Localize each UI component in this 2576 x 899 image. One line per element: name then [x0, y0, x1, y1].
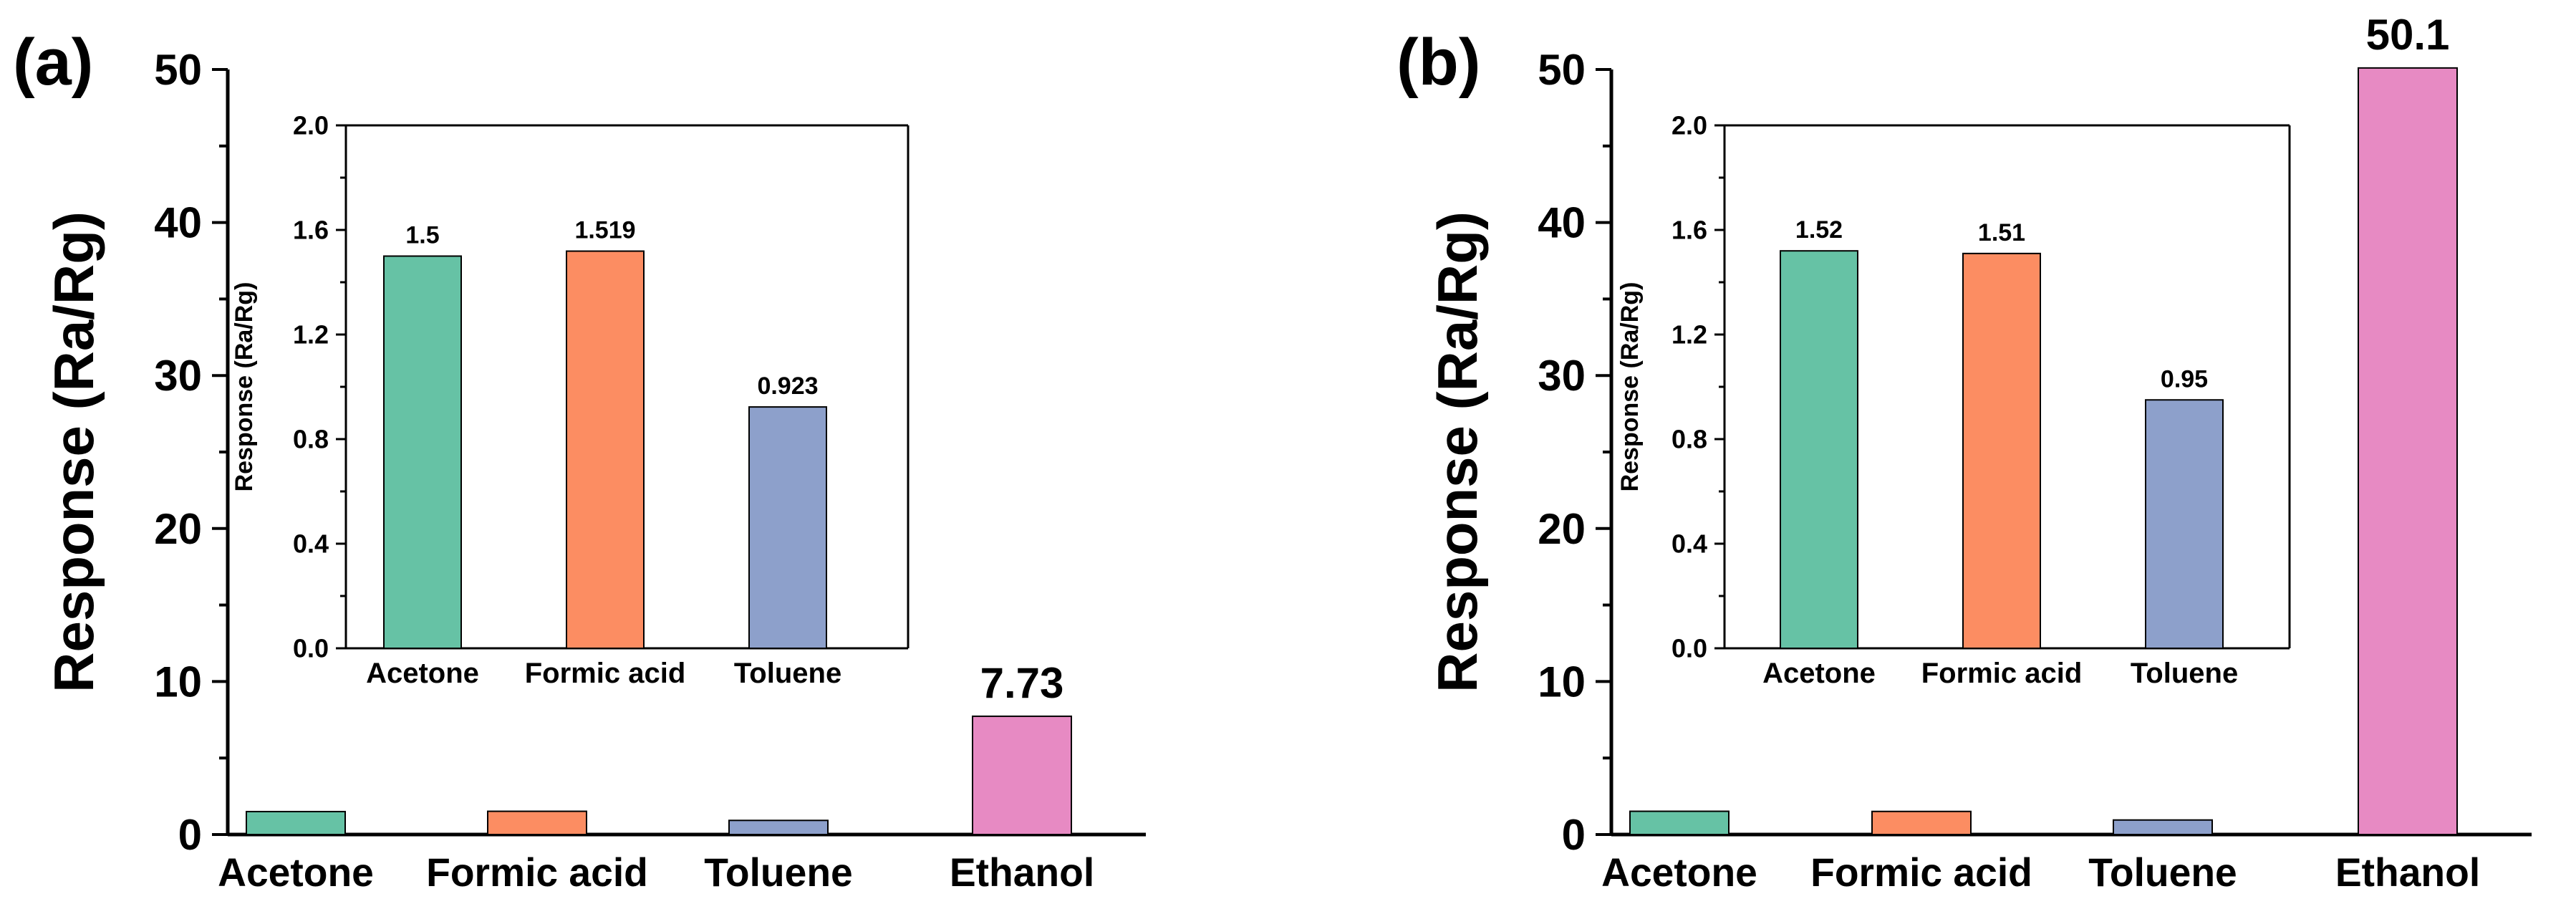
y-tick-label: 0	[178, 811, 202, 859]
inset-x-tick-label: Acetone	[366, 658, 479, 689]
x-tick-label: Acetone	[218, 850, 374, 895]
inset-bar-acetone	[383, 255, 462, 649]
y-axis-label: Response (Ra/Rg)	[1426, 211, 1489, 693]
x-tick-label: Formic acid	[1810, 850, 2032, 895]
inset-x-tick-label: Acetone	[1762, 658, 1876, 689]
inset-x-tick-label: Toluene	[2131, 658, 2238, 689]
inset-bar-toluene	[2145, 399, 2224, 649]
y-tick-label: 30	[154, 352, 202, 400]
inset-y-axis-label: Response (Ra/Rg)	[1616, 282, 1644, 492]
inset-bar-acetone	[1780, 250, 1858, 649]
inset-y-tick-label: 1.2	[293, 320, 329, 350]
inset-data-label: 0.923	[757, 372, 818, 400]
x-tick-label: Formic acid	[426, 850, 648, 895]
x-tick-label: Toluene	[704, 850, 852, 895]
inset-bar-toluene	[748, 406, 827, 649]
inset-bar-formic-acid	[1962, 252, 2041, 650]
y-tick-label: 20	[1538, 505, 1586, 553]
inset-chart: 0.0 0.4 0.8 1.2 1.6 2.0 Acetone 1.5 Formic acid 1…	[231, 111, 910, 689]
inset-y-tick-label: 0.0	[293, 634, 329, 663]
chart: 0 10 20 30 40 50 Acetone Formic acid Toluene Etha…	[1426, 11, 2532, 895]
inset-y-tick-label: 0.0	[1671, 634, 1707, 663]
inset-y-tick-label: 1.2	[1671, 320, 1707, 350]
x-tick-label: Acetone	[1601, 850, 1757, 895]
y-axis-label: Response (Ra/Rg)	[42, 211, 105, 693]
y-tick-label: 40	[154, 199, 202, 247]
x-tick-label: Ethanol	[950, 850, 1094, 895]
data-label: 50.1	[2366, 11, 2450, 59]
inset-y-tick-label: 0.8	[293, 425, 329, 454]
inset-data-label: 1.519	[574, 217, 635, 244]
y-tick-label: 30	[1538, 352, 1586, 400]
bar-toluene	[2113, 819, 2213, 836]
y-tick-label: 20	[154, 505, 202, 553]
inset-y-tick-label: 1.6	[293, 216, 329, 245]
bar-ethanol	[972, 715, 1072, 835]
bar-acetone	[1629, 810, 1730, 836]
x-tick-label: Ethanol	[2335, 850, 2480, 895]
inset-y-tick-label: 1.6	[1671, 216, 1707, 245]
inset-y-tick-label: 0.4	[293, 529, 329, 559]
y-tick-label: 0	[1562, 811, 1586, 859]
inset-y-axis-label: Response (Ra/Rg)	[231, 282, 258, 492]
y-tick-label: 10	[154, 658, 202, 706]
bar-acetone	[246, 810, 346, 835]
inset-chart: 0.0 0.4 0.8 1.2 1.6 2.0 Acetone 1.52 Formic acid…	[1616, 111, 2291, 689]
bar-toluene	[728, 819, 829, 835]
inset-x-tick-label: Formic acid	[525, 658, 686, 689]
bar-formic-acid	[1871, 810, 1972, 836]
panel-label: (b)	[1396, 26, 1480, 99]
inset-y-tick-label: 0.4	[1671, 529, 1707, 559]
inset-x-tick-label: Formic acid	[1921, 658, 2083, 689]
bar-formic-acid	[487, 810, 587, 836]
y-tick-label: 50	[1538, 46, 1586, 94]
chart: 0 10 20 30 40 50 Acetone Formic acid Toluene Etha…	[42, 46, 1146, 895]
inset-data-label: 0.95	[2161, 365, 2208, 393]
inset-y-tick-label: 2.0	[1671, 111, 1707, 140]
inset-data-label: 1.5	[405, 222, 439, 249]
panel-label: (a)	[13, 26, 93, 99]
inset-y-tick-label: 0.8	[1671, 425, 1707, 454]
inset-data-label: 1.52	[1795, 216, 1843, 244]
inset-x-tick-label: Toluene	[734, 658, 841, 689]
x-tick-label: Toluene	[2088, 850, 2237, 895]
y-tick-label: 10	[1538, 658, 1586, 706]
bar-ethanol	[2358, 67, 2458, 835]
inset-y-tick-label: 2.0	[293, 111, 329, 140]
data-label: 7.73	[980, 659, 1064, 707]
inset-data-label: 1.51	[1978, 219, 2025, 246]
y-tick-label: 40	[1538, 199, 1586, 247]
y-tick-label: 50	[154, 46, 202, 94]
inset-bar-formic-acid	[566, 250, 645, 649]
